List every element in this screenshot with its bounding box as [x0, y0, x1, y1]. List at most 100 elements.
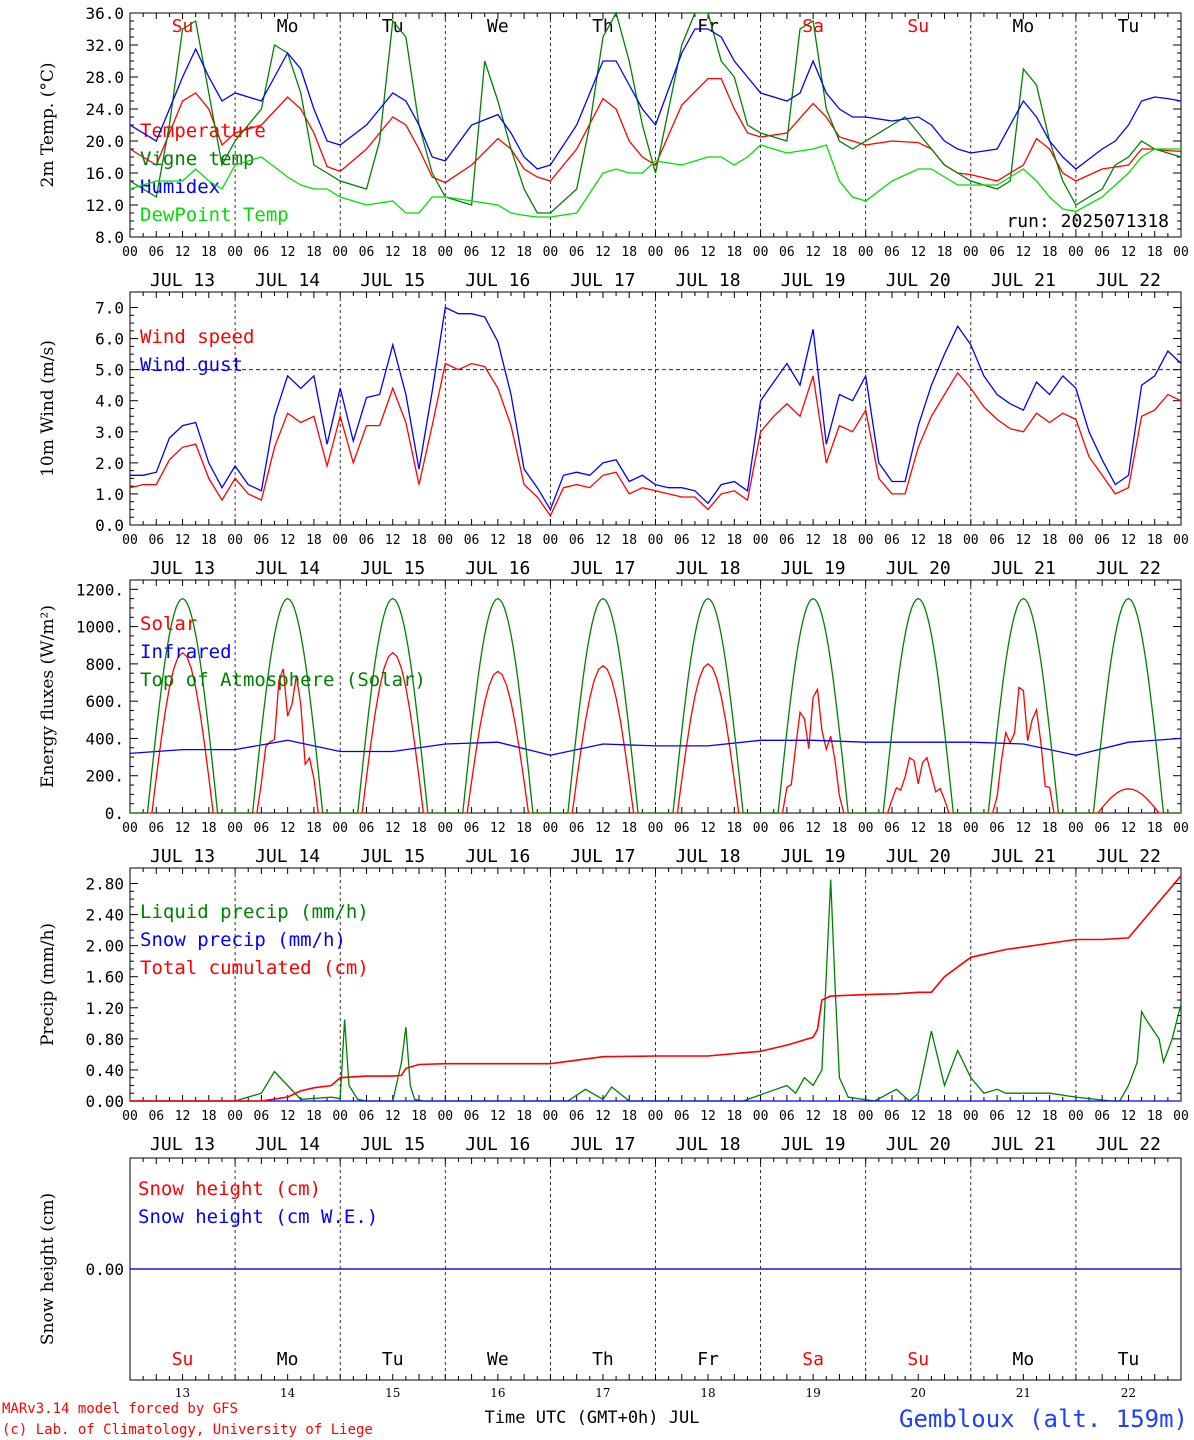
- temperature-date-label: JUL 16: [465, 270, 530, 291]
- energy-hour-label: 18: [937, 821, 953, 836]
- snow-day-number: 13: [175, 1386, 190, 1400]
- precip-hour-label: 06: [148, 1109, 164, 1124]
- wind-hour-label: 06: [884, 533, 900, 548]
- energy-legend-entry: Top of Atmosphere (Solar): [140, 669, 426, 691]
- energy-hour-label: 12: [280, 821, 296, 836]
- wind-hour-label: 00: [332, 533, 348, 548]
- temperature-hour-label: 00: [227, 245, 243, 260]
- temperature-y-tick-label: 8.0: [95, 228, 124, 247]
- wind-hour-label: 12: [910, 533, 926, 548]
- snow-day-number: 14: [280, 1386, 296, 1400]
- precip-y-axis-label: Precip (mm/h): [38, 923, 58, 1046]
- energy-y-tick-label: 200.: [85, 767, 124, 786]
- precip-date-label: JUL 18: [676, 1134, 741, 1155]
- wind-hour-label: 18: [201, 533, 217, 548]
- precip-hour-label: 00: [227, 1109, 243, 1124]
- precip-date-label: JUL 21: [991, 1134, 1056, 1155]
- precip-date-label: JUL 19: [781, 1134, 846, 1155]
- precip-hour-label: 06: [1094, 1109, 1110, 1124]
- precip-hour-label: 12: [280, 1109, 296, 1124]
- energy-hour-label: 18: [516, 821, 532, 836]
- energy-hour-label: 00: [227, 821, 243, 836]
- snow-day-number: 19: [806, 1386, 821, 1400]
- precip-hour-label: 00: [963, 1109, 979, 1124]
- energy-hour-label: 06: [779, 821, 795, 836]
- energy-y-tick-label: 400.: [85, 729, 124, 748]
- precip-hour-label: 18: [832, 1109, 848, 1124]
- temperature-hour-label: 18: [726, 245, 742, 260]
- wind-series-line: [129, 362, 1182, 517]
- energy-date-label: JUL 20: [886, 846, 951, 867]
- precip-hour-label: 12: [490, 1109, 506, 1124]
- temperature-y-tick-label: 32.0: [85, 36, 124, 55]
- precip-hour-label: 18: [411, 1109, 427, 1124]
- temperature-hour-label: 12: [280, 245, 296, 260]
- temperature-weekday-label: Su: [172, 16, 194, 37]
- precip-date-label: JUL 13: [150, 1134, 215, 1155]
- energy-hour-label: 06: [989, 821, 1005, 836]
- temperature-hour-label: 06: [779, 245, 795, 260]
- precip-hour-label: 06: [674, 1109, 690, 1124]
- precip-hour-label: 18: [621, 1109, 637, 1124]
- temperature-hour-label: 12: [1121, 245, 1137, 260]
- energy-hour-label: 12: [910, 821, 926, 836]
- snow-weekday-label: Mo: [277, 1349, 299, 1370]
- energy-hour-label: 00: [122, 821, 138, 836]
- precip-hour-label: 12: [910, 1109, 926, 1124]
- temperature-hour-label: 06: [148, 245, 164, 260]
- wind-panel: 0.0 1.0 2.0 3.0 4.0 5.0 6.0 7.0 10m Wind (m/s) 00…: [38, 291, 1189, 579]
- snow-y-axis-label: Snow height (cm): [38, 1193, 58, 1345]
- snow-weekday-label: Sa: [802, 1349, 824, 1370]
- energy-hour-label: 18: [1042, 821, 1058, 836]
- energy-date-label: JUL 16: [465, 846, 530, 867]
- energy-hour-label: 00: [963, 821, 979, 836]
- wind-hour-label: 00: [753, 533, 769, 548]
- temperature-hour-label: 18: [516, 245, 532, 260]
- wind-hour-label: 00: [1173, 533, 1189, 548]
- precip-y-tick-label: 0.80: [85, 1030, 124, 1049]
- energy-y-tick-label: 800.: [85, 655, 124, 674]
- snow-legend-entry: Snow height (cm): [138, 1178, 321, 1200]
- energy-hour-label: 00: [543, 821, 559, 836]
- wind-date-label: JUL 22: [1096, 558, 1161, 579]
- precip-panel: 0.00 0.40 0.80 1.20 1.60 2.00 2.40 2.80 Precip (…: [38, 867, 1189, 1155]
- temperature-hour-label: 18: [832, 245, 848, 260]
- energy-hour-label: 18: [832, 821, 848, 836]
- temperature-panel: 8.0 12.0 16.0 20.0 24.0 28.0 32.0 36.0 2m Temp. …: [38, 4, 1189, 291]
- energy-hour-label: 12: [805, 821, 821, 836]
- temperature-hour-label: 12: [490, 245, 506, 260]
- wind-hour-label: 00: [543, 533, 559, 548]
- wind-y-tick-label: 1.0: [95, 485, 124, 504]
- temperature-series-line: [129, 144, 1181, 218]
- temperature-hour-label: 18: [1147, 245, 1163, 260]
- wind-hour-label: 18: [832, 533, 848, 548]
- temperature-hour-label: 12: [385, 245, 401, 260]
- precip-hour-label: 12: [175, 1109, 191, 1124]
- temperature-date-label: JUL 18: [676, 270, 741, 291]
- precip-hour-label: 00: [122, 1109, 138, 1124]
- energy-y-tick-label: 600.: [85, 692, 124, 711]
- wind-hour-label: 12: [175, 533, 191, 548]
- wind-date-label: JUL 19: [781, 558, 846, 579]
- temperature-hour-label: 12: [805, 245, 821, 260]
- wind-hour-label: 00: [437, 533, 453, 548]
- wind-hour-label: 00: [1068, 533, 1084, 548]
- temperature-hour-label: 12: [595, 245, 611, 260]
- wind-y-tick-label: 7.0: [95, 299, 124, 318]
- snow-day-number: 18: [700, 1386, 715, 1400]
- temperature-date-label: JUL 19: [781, 270, 846, 291]
- wind-y-tick-label: 5.0: [95, 361, 124, 380]
- precip-hour-label: 06: [359, 1109, 375, 1124]
- energy-date-label: JUL 15: [360, 846, 425, 867]
- wind-hour-label: 18: [1147, 533, 1163, 548]
- precip-hour-label: 06: [569, 1109, 585, 1124]
- temperature-hour-label: 12: [910, 245, 926, 260]
- temperature-date-label: JUL 15: [360, 270, 425, 291]
- temperature-date-label: JUL 20: [886, 270, 951, 291]
- temperature-hour-label: 12: [1016, 245, 1032, 260]
- energy-date-label: JUL 13: [150, 846, 215, 867]
- energy-date-label: JUL 19: [781, 846, 846, 867]
- temperature-legend-entry: DewPoint Temp: [140, 204, 289, 226]
- wind-hour-label: 12: [595, 533, 611, 548]
